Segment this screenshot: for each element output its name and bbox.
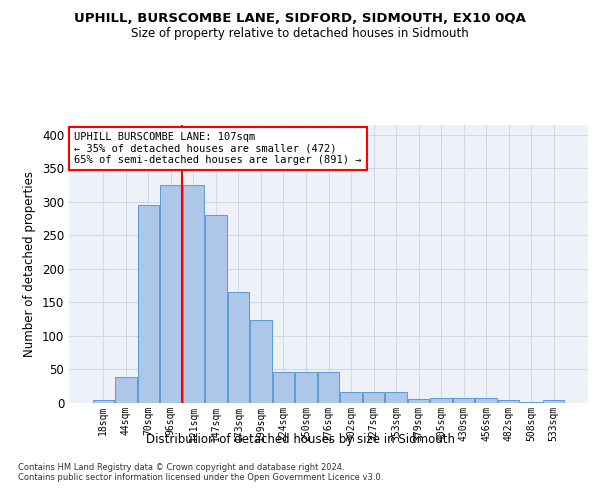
Bar [453,398,475,402]
Bar [498,400,520,402]
Bar [318,372,339,402]
Text: Distribution of detached houses by size in Sidmouth: Distribution of detached houses by size … [146,432,455,446]
Text: Contains HM Land Registry data © Crown copyright and database right 2024.
Contai: Contains HM Land Registry data © Crown c… [18,462,383,482]
Bar [385,392,407,402]
Bar [182,185,204,402]
Bar [273,372,294,402]
Bar [160,185,182,402]
Bar [228,292,249,403]
Bar [205,216,227,402]
Bar [295,372,317,402]
Text: UPHILL BURSCOMBE LANE: 107sqm
← 35% of detached houses are smaller (472)
65% of : UPHILL BURSCOMBE LANE: 107sqm ← 35% of d… [74,132,362,165]
Bar [250,320,272,402]
Bar [475,398,497,402]
Text: Size of property relative to detached houses in Sidmouth: Size of property relative to detached ho… [131,28,469,40]
Text: UPHILL, BURSCOMBE LANE, SIDFORD, SIDMOUTH, EX10 0QA: UPHILL, BURSCOMBE LANE, SIDFORD, SIDMOUT… [74,12,526,26]
Bar [92,400,114,402]
Bar [363,392,384,402]
Bar [430,398,452,402]
Bar [115,377,137,402]
Y-axis label: Number of detached properties: Number of detached properties [23,171,37,357]
Bar [340,392,362,402]
Bar [408,399,429,402]
Bar [137,205,159,402]
Bar [543,400,565,402]
